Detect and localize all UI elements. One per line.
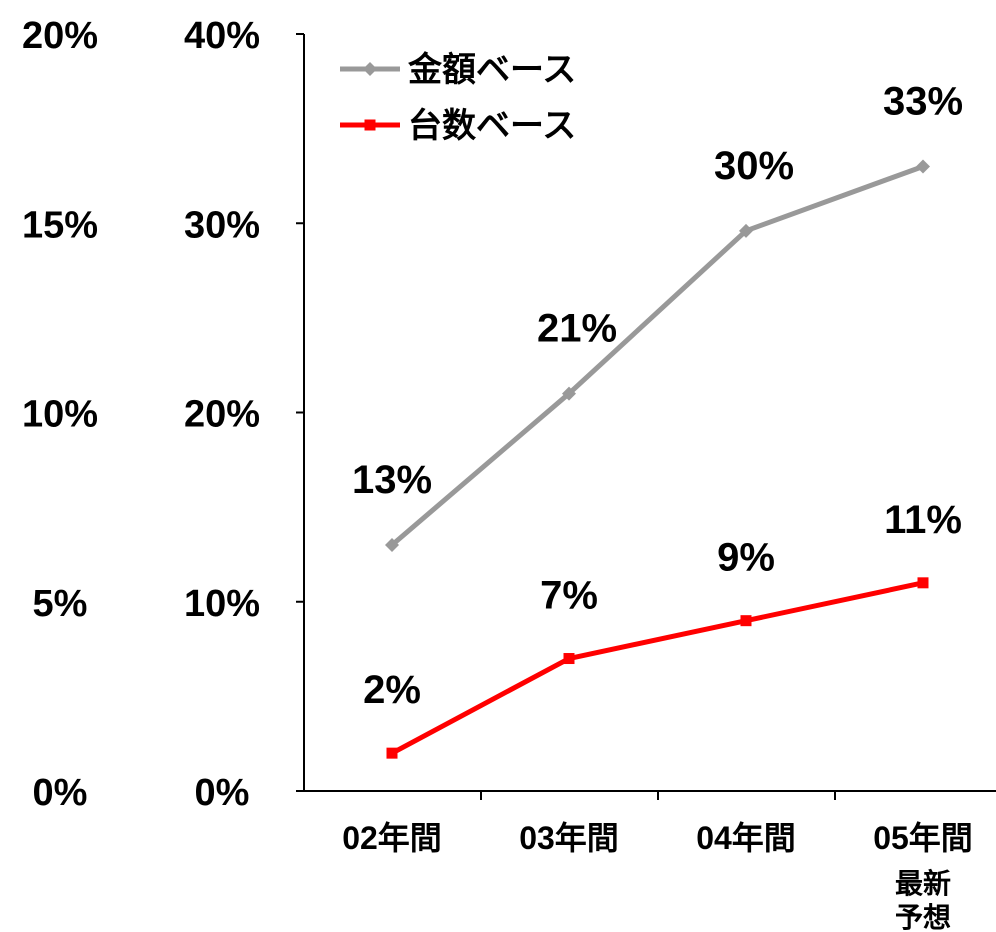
right-y-tick-label: 30% [184, 204, 260, 246]
right-y-axis: 0% 10% 20% 30% 40% [184, 15, 305, 814]
x-category-label: 05年間 [873, 820, 973, 856]
data-label: 9% [717, 536, 775, 580]
x-category-sublabel: 最新 [895, 868, 951, 899]
legend-item-1: 金額ベース [340, 50, 576, 89]
data-label: 21% [537, 307, 617, 351]
right-y-tick-label: 10% [184, 583, 260, 625]
legend-label: 台数ベース [408, 107, 576, 145]
data-point [916, 159, 930, 174]
data-point [563, 653, 575, 665]
data-label: 33% [883, 79, 963, 123]
left-y-tick-label: 5% [33, 583, 88, 625]
x-category-label: 04年間 [696, 820, 796, 856]
data-point [739, 223, 753, 238]
data-label: 13% [352, 458, 432, 502]
x-category-label: 03年間 [519, 820, 619, 856]
legend-item-2: 台数ベース [340, 107, 576, 145]
legend-marker [363, 62, 377, 76]
left-y-tick-label: 0% [33, 772, 88, 814]
data-label: 11% [884, 498, 962, 542]
x-category-sublabel: 予想 [895, 902, 951, 932]
left-y-tick-label: 15% [22, 204, 98, 246]
data-label: 7% [540, 574, 598, 618]
legend-marker [364, 119, 376, 131]
legend-label: 金額ベース [407, 50, 576, 89]
plot-area: 13% 21% 30% 33% 2% 7% 9% 11% [352, 79, 963, 759]
right-y-tick-label: 40% [184, 15, 260, 57]
series-line-1 [390, 164, 924, 547]
data-label: 2% [363, 668, 421, 712]
series-line-2 [390, 580, 924, 756]
right-y-tick-label: 0% [195, 772, 250, 814]
left-y-tick-label: 20% [22, 15, 98, 57]
data-point [740, 615, 752, 627]
data-point [386, 747, 398, 759]
data-point [385, 537, 399, 552]
data-point [917, 577, 929, 589]
data-point [562, 386, 576, 401]
data-label: 30% [714, 144, 794, 188]
left-y-axis: 0% 5% 10% 15% 20% [22, 15, 98, 814]
right-y-tick-label: 20% [184, 394, 260, 436]
left-y-tick-label: 10% [22, 394, 98, 436]
x-category-label: 02年間 [342, 820, 442, 856]
